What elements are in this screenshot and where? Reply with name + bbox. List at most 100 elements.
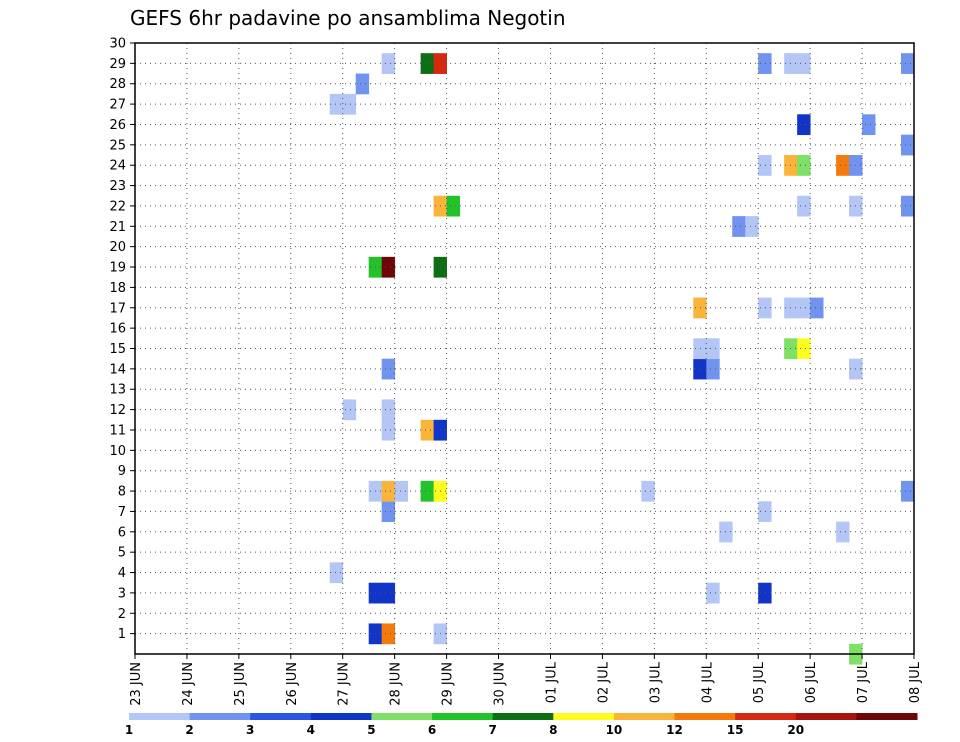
precip-cell [901, 53, 915, 74]
colorbar-label: 8 [549, 723, 557, 737]
y-tick-label: 12 [109, 403, 126, 418]
precip-cell [381, 480, 396, 502]
precip-cell [329, 562, 344, 584]
y-tick-label: 26 [109, 118, 126, 133]
y-tick-label: 23 [109, 179, 126, 194]
precip-cell [901, 195, 915, 217]
y-tick-label: 2 [118, 607, 126, 622]
precip-cell [381, 501, 396, 523]
precip-cell [836, 155, 850, 176]
colorbar-label: 7 [489, 723, 497, 737]
y-tick-label: 25 [109, 138, 126, 153]
y-tick-label: 3 [118, 586, 126, 601]
colorbar-segment [432, 713, 494, 720]
precip-cell [693, 338, 707, 360]
precip-cell [836, 521, 850, 543]
precip-cell [810, 297, 824, 319]
x-tick-label: 04 JUL [700, 661, 715, 703]
x-tick-label: 01 JUL [544, 661, 559, 703]
precip-cell [797, 195, 811, 217]
precip-cell [381, 256, 396, 278]
colorbar-label: 4 [307, 723, 315, 737]
colorbar-segment [795, 713, 857, 720]
x-tick-label: 03 JUL [648, 661, 663, 703]
colorbar-segment [735, 713, 797, 720]
y-tick-label: 22 [109, 199, 126, 214]
y-tick-label: 1 [118, 627, 126, 642]
colorbar-label: 15 [727, 723, 744, 737]
precip-cell [394, 480, 409, 502]
x-tick-label: 23 JUN [129, 662, 144, 706]
y-tick-label: 8 [118, 485, 126, 500]
y-tick-label: 11 [109, 423, 126, 438]
colorbar-segment [492, 713, 554, 720]
colorbar-label: 2 [185, 723, 193, 737]
precip-cell [381, 358, 396, 380]
chart-title: GEFS 6hr padavine po ansamblima Negotin [130, 6, 566, 30]
x-tick-label: 25 JUN [233, 662, 248, 706]
precip-cell [641, 480, 655, 502]
colorbar-segment [553, 713, 615, 720]
y-tick-label: 7 [118, 505, 126, 520]
precip-cell [381, 53, 396, 74]
colorbar-label: 5 [367, 723, 375, 737]
y-tick-label: 15 [109, 342, 126, 357]
precip-cell [901, 134, 915, 156]
precip-cell [745, 216, 759, 237]
x-tick-label: 28 JUN [389, 662, 404, 706]
colorbar-segment [613, 713, 676, 720]
colorbar-label: 20 [787, 723, 804, 737]
precip-cell [758, 582, 772, 604]
colorbar-label: 12 [666, 723, 683, 737]
x-tick-label: 07 JUL [856, 661, 871, 703]
precip-cell [420, 53, 435, 74]
precip-cell [329, 93, 344, 115]
y-tick-label: 5 [118, 546, 126, 561]
precip-cell [420, 419, 435, 441]
precip-cell [797, 114, 811, 136]
y-tick-label: 24 [109, 159, 126, 174]
y-tick-label: 30 [109, 37, 126, 52]
x-tick-label: 02 JUL [596, 661, 611, 703]
colorbar-segment [129, 713, 191, 720]
x-tick-label: 27 JUN [337, 662, 352, 706]
x-tick-label: 05 JUL [752, 661, 767, 703]
precip-cell [706, 358, 720, 380]
y-tick-label: 21 [109, 220, 126, 235]
precip-cell [355, 73, 370, 95]
precip-cell [797, 338, 811, 360]
precip-cell [758, 297, 772, 319]
y-tick-label: 13 [109, 383, 126, 398]
y-tick-label: 19 [109, 261, 126, 276]
y-tick-label: 14 [109, 362, 126, 377]
precip-cell [381, 399, 396, 421]
colorbar-segment [189, 713, 251, 720]
y-tick-label: 27 [109, 98, 126, 113]
colorbar-segment [250, 713, 312, 720]
colorbar-label: 6 [428, 723, 436, 737]
x-tick-label: 29 JUN [441, 662, 456, 706]
precip-cell [446, 195, 460, 217]
precip-cell [732, 216, 746, 237]
x-tick-label: 24 JUN [181, 662, 196, 706]
y-tick-label: 29 [109, 57, 126, 72]
y-tick-label: 10 [109, 444, 126, 459]
y-tick-label: 17 [109, 301, 126, 316]
x-tick-label: 30 JUN [493, 662, 508, 706]
precip-cell [797, 155, 811, 176]
y-tick-label: 20 [109, 240, 126, 255]
precip-cell [758, 155, 772, 176]
colorbar-segment [856, 713, 918, 720]
y-tick-label: 4 [118, 566, 126, 581]
colorbar-segment [674, 713, 736, 720]
y-tick-label: 6 [118, 525, 126, 540]
precip-cell [693, 358, 707, 380]
precip-cell [420, 480, 435, 502]
y-tick-label: 28 [109, 77, 126, 92]
colorbar-segment [310, 713, 372, 720]
precip-cell [706, 582, 720, 604]
precip-cell [862, 114, 876, 136]
precip-cell [706, 338, 720, 360]
precip-cell [381, 419, 396, 441]
